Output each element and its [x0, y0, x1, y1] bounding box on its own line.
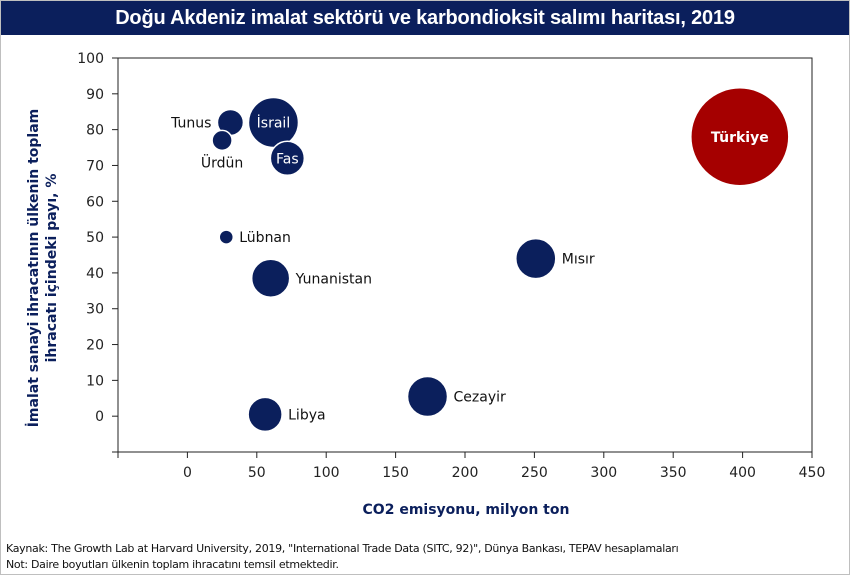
x-tick-label: 400 — [729, 465, 756, 481]
bubble-cezayir — [406, 375, 449, 418]
chart-footer: Kaynak: The Growth Lab at Harvard Univer… — [6, 541, 679, 573]
y-axis-title: İmalat sanayi ihracatının ülkenin toplam… — [25, 109, 60, 428]
axes: 0 10 20 30 40 50 60 70 80 90 100 0 50 100 150 200 250 300… — [77, 51, 825, 481]
bubble-label: Lübnan — [239, 230, 291, 246]
x-tick-label: 50 — [248, 465, 266, 481]
bubble-fas — [269, 140, 306, 177]
bubble-label: Mısır — [562, 252, 595, 268]
bubble-label: Ürdün — [201, 153, 243, 171]
y-axis-title-line2: ihracatı içindeki payı, % — [44, 174, 60, 363]
chart-title: Doğu Akdeniz imalat sektörü ve karbondio… — [1, 1, 849, 35]
y-tick-label: 100 — [77, 51, 104, 67]
y-axis-title-line1: İmalat sanayi ihracatının ülkenin toplam — [25, 109, 42, 428]
x-tick-label: 150 — [382, 465, 409, 481]
bubble-libya — [247, 396, 283, 433]
y-tick-label: 10 — [86, 373, 104, 389]
x-tick-label: 350 — [660, 465, 687, 481]
bubble-mısır — [515, 237, 557, 280]
bubble-label: Türkiye — [711, 130, 769, 146]
bubble-ürdün — [211, 129, 233, 152]
y-tick-label: 30 — [86, 302, 104, 318]
bubble-label: Cezayir — [454, 389, 506, 405]
y-tick-label: 20 — [86, 338, 104, 354]
x-tick-label: 100 — [313, 465, 340, 481]
y-tick-label: 80 — [86, 123, 104, 139]
x-tick-label: 250 — [521, 465, 548, 481]
bubble-label: Libya — [288, 407, 325, 423]
y-tick-label: 0 — [95, 409, 104, 425]
y-tick-label: 90 — [86, 87, 104, 103]
x-tick-label: 0 — [183, 465, 192, 481]
x-tick-label: 450 — [799, 465, 826, 481]
x-tick-label: 200 — [452, 465, 479, 481]
bubble-yunanistan — [250, 258, 291, 299]
y-tick-label: 40 — [86, 266, 104, 282]
bubble-label: Fas — [276, 151, 299, 167]
bubble-label: Yunanistan — [295, 271, 372, 287]
y-tick-label: 50 — [86, 230, 104, 246]
y-tick-label: 60 — [86, 194, 104, 210]
x-axis-title: CO2 emisyonu, milyon ton — [363, 502, 570, 518]
y-tick-label: 70 — [86, 158, 104, 174]
bubbles: Tunus Ürdün İsrail Fas Lübnan Yunanistan Libya… — [170, 87, 790, 433]
size-note: Not: Daire boyutları ülkenin toplam ihra… — [6, 558, 339, 571]
bubble-label: İsrail — [257, 113, 291, 131]
source-note: Kaynak: The Growth Lab at Harvard Univer… — [6, 542, 679, 555]
x-tick-label: 300 — [590, 465, 617, 481]
bubble-label: Tunus — [170, 115, 211, 131]
bubble-türkiye — [690, 87, 790, 187]
bubble-lübnan — [218, 229, 235, 245]
